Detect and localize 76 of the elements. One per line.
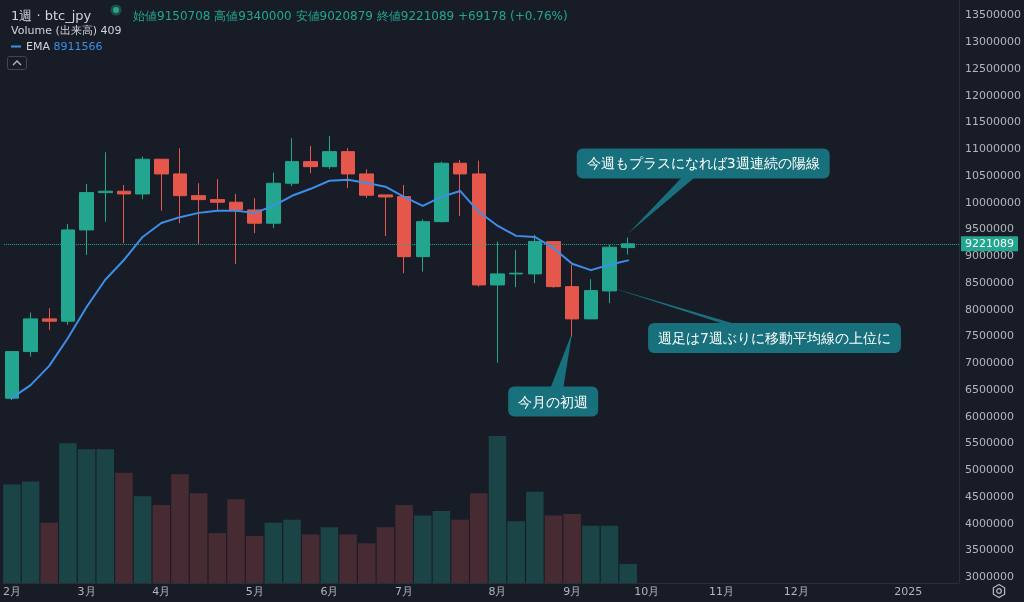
bar — [115, 472, 133, 583]
y-tick-label: 10000000 — [965, 195, 1022, 209]
x-tick-label: 8月 — [488, 585, 507, 598]
candlestick — [322, 135, 337, 170]
bar — [40, 522, 59, 583]
candlestick — [210, 178, 225, 211]
y-tick-label: 4500000 — [965, 489, 1015, 503]
y-tick-label: 3000000 — [965, 570, 1015, 584]
y-tick-label: 7500000 — [965, 329, 1015, 343]
x-tick-label: 3月 — [77, 585, 96, 598]
x-tick-label: 9月 — [563, 585, 582, 598]
annotation: 週足は7週ぶりに移動平均線の上位に — [658, 329, 891, 346]
y-tick-label: 11000000 — [965, 142, 1022, 156]
candlestick — [266, 172, 281, 229]
y-tick-label: 9500000 — [965, 222, 1015, 236]
x-tick-label: 12月 — [783, 585, 809, 598]
y-tick-label: 3500000 — [965, 543, 1015, 557]
candlestick — [341, 147, 355, 189]
candlestick — [154, 158, 169, 212]
y-tick-label: 6500000 — [965, 382, 1015, 396]
candlestick — [229, 193, 243, 265]
x-tick-label: 2025 — [894, 585, 923, 598]
y-tick-label: 7000000 — [965, 356, 1015, 370]
candlestick — [397, 184, 411, 274]
annotation: 8911566 — [53, 40, 103, 53]
chart-title: Volume (出来高) 409 — [11, 24, 122, 37]
y-tick-label: 5000000 — [965, 463, 1015, 477]
candlestick — [135, 156, 150, 200]
candlestick — [472, 160, 486, 288]
candlestick — [98, 151, 113, 223]
y-tick-label: 6000000 — [965, 409, 1015, 423]
y-tick-label: 13000000 — [965, 35, 1022, 49]
candlestick — [434, 161, 449, 223]
y-tick-label: 8500000 — [965, 275, 1015, 289]
candlestick — [191, 182, 206, 245]
candlestick — [509, 249, 523, 288]
legend-label: EMA — [26, 40, 51, 53]
y-tick-label: 12000000 — [965, 88, 1022, 102]
y-tick-label: 4000000 — [965, 516, 1015, 530]
x-tick-label: 7月 — [395, 585, 414, 598]
y-tick-label: 10500000 — [965, 168, 1022, 182]
x-tick-label: 10月 — [634, 585, 660, 598]
candlestick — [117, 184, 131, 244]
x-tick-label: 6月 — [320, 585, 339, 598]
text: 1週 · btc_jpy — [11, 8, 92, 23]
candlestick — [565, 264, 579, 338]
y-tick-label: 8000000 — [965, 302, 1015, 316]
candlestick — [42, 307, 57, 331]
candlestick — [303, 145, 318, 174]
candlestick — [453, 159, 467, 217]
bar — [320, 527, 339, 583]
y-tick-label: 13500000 — [965, 8, 1022, 22]
candlestick — [546, 241, 561, 289]
y-tick-label: 5500000 — [965, 436, 1015, 450]
bar — [133, 496, 152, 583]
annotation: 今週もプラスになれば3週連続の陽線 — [586, 155, 820, 172]
y-tick-label: 12500000 — [965, 61, 1022, 75]
candlestick — [359, 168, 374, 199]
candlestick — [285, 137, 299, 187]
candlestick — [5, 351, 19, 401]
x-tick-label: 2月 — [2, 585, 21, 598]
x-tick-label: 5月 — [245, 585, 264, 598]
candlestick — [584, 278, 598, 320]
y-tick-label: 11500000 — [965, 115, 1022, 129]
candlestick — [23, 312, 38, 358]
text: 始値9150708 高値9340000 安値9020879 終値9221089 +69178 (+0.76%) — [133, 9, 568, 23]
bar — [96, 449, 115, 583]
x-tick-label: 4月 — [152, 585, 171, 598]
candlestick — [378, 194, 393, 237]
bar — [301, 534, 320, 583]
y-tick-label: 9000000 — [965, 249, 1015, 263]
candlestick — [602, 244, 617, 304]
ref-line-label: 9221089 — [965, 237, 1015, 251]
x-tick-label: 11月 — [709, 585, 735, 598]
candlestick — [173, 147, 187, 224]
annotation: 今月の初週 — [518, 393, 589, 410]
